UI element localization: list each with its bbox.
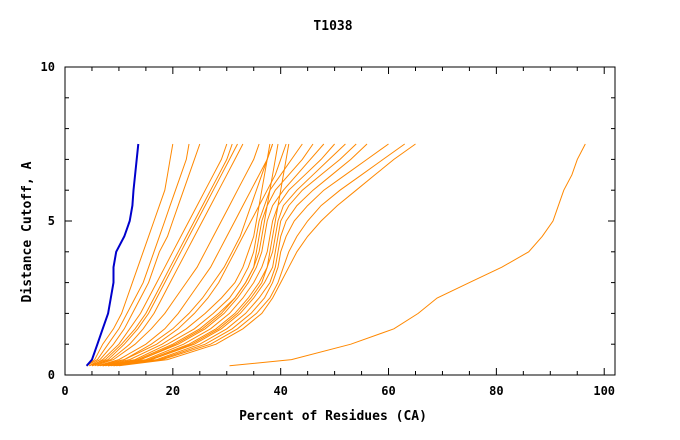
series-line-13 [108, 143, 335, 367]
plot-lines [85, 143, 586, 367]
series-line-19 [118, 143, 416, 367]
series-line-5 [91, 143, 238, 367]
chart-title: T1038 [313, 19, 352, 34]
series-line-16 [113, 143, 368, 367]
series-line-25 [229, 143, 586, 367]
x-tick-label: 40 [273, 384, 287, 398]
series-line-9 [99, 143, 271, 367]
y-tick-label: 10 [41, 60, 55, 74]
x-axis-label: Percent of Residues (CA) [239, 409, 427, 424]
axis-tick-labels: 0 20 40 60 80 100 0 5 10 [41, 60, 616, 398]
x-tick-label: 0 [61, 384, 68, 398]
series-line-17 [113, 143, 389, 367]
series-line-24 [89, 143, 233, 367]
series-line-4 [91, 143, 228, 367]
series-line-14 [108, 143, 346, 367]
y-tick-label: 5 [48, 214, 55, 228]
series-line-15 [110, 143, 357, 367]
axis-ticks [64, 66, 615, 376]
series-line-18 [116, 143, 405, 367]
series-line-12 [105, 143, 325, 367]
highlight-series-line [85, 143, 140, 367]
x-tick-label: 20 [166, 384, 180, 398]
x-tick-label: 60 [381, 384, 395, 398]
y-tick-label: 0 [48, 368, 55, 382]
series-line-21 [102, 143, 279, 367]
series-line-8 [97, 143, 274, 367]
series-line-23 [91, 143, 244, 367]
x-tick-label: 100 [593, 384, 615, 398]
series-line-2 [86, 143, 190, 367]
x-tick-label: 80 [489, 384, 503, 398]
series-line-6 [94, 143, 260, 367]
series-line-22 [108, 143, 290, 367]
series-line-10 [102, 143, 303, 367]
series-line-7 [97, 143, 274, 367]
series-line-1 [86, 143, 174, 367]
y-axis-label: Distance Cutoff, A [20, 161, 35, 302]
series-line-3 [89, 143, 201, 367]
